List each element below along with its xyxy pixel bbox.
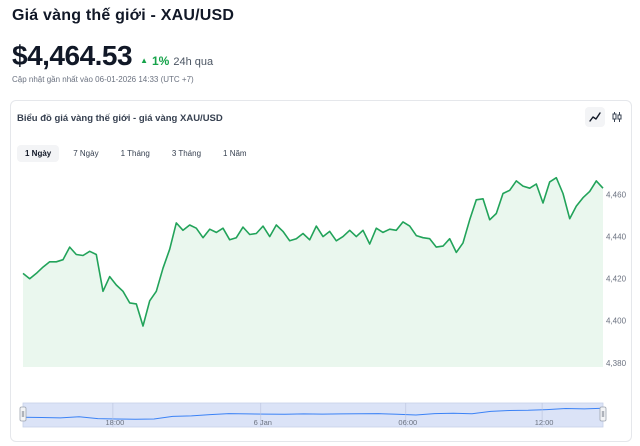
line-mode-button[interactable] (585, 107, 605, 127)
price-row: $4,464.53 ▲ 1% 24h qua (12, 40, 213, 72)
candlestick-mode-button[interactable] (607, 107, 627, 127)
price-area (23, 177, 603, 367)
last-updated: Cập nhật gần nhất vào 06-01-2026 14:33 (… (12, 75, 194, 84)
line-chart-icon (589, 112, 601, 122)
range-navigator[interactable]: 18:00 6 Jan 06:00 12:00 (19, 402, 607, 428)
tab-7-days[interactable]: 7 Ngày (73, 149, 99, 158)
y-axis: 4,460 4,440 4,420 4,400 4,380 (606, 191, 627, 368)
navigator-x-label: 12:00 (535, 418, 554, 427)
y-tick-label: 4,380 (606, 359, 627, 368)
navigator-x-label: 18:00 (106, 418, 125, 427)
range-tabs: 1 Ngày 7 Ngày 1 Tháng 3 Tháng 1 Năm (17, 145, 255, 162)
current-price: $4,464.53 (12, 40, 133, 71)
change-period: 24h qua (173, 56, 214, 68)
navigator-x-label: 06:00 (398, 418, 417, 427)
y-tick-label: 4,420 (606, 275, 627, 284)
price-line (22, 176, 604, 327)
change-percent: 1% (152, 54, 170, 68)
navigator-x-label: 6 Jan (254, 418, 272, 427)
y-tick-label: 4,460 (606, 191, 627, 200)
y-tick-label: 4,400 (606, 317, 627, 326)
navigator-selection (22, 402, 604, 428)
page-title: Giá vàng thế giới - XAU/USD (12, 7, 235, 24)
navigator-line (22, 407, 604, 420)
price-chart: 4,460 4,440 4,420 4,400 4,380 18:00 6 Jan 06:0… (19, 176, 627, 428)
tab-3-months[interactable]: 3 Tháng (171, 149, 202, 158)
price-change: ▲ 1% (140, 54, 169, 68)
tab-1-year[interactable]: 1 Năm (223, 149, 247, 158)
candlestick-icon (612, 112, 622, 122)
chart-mode-toggle (585, 107, 627, 127)
plot-area (22, 176, 604, 367)
chart-card: Biểu đồ giá vàng thế giới - giá vàng XAU… (10, 100, 632, 442)
navigator-right-handle[interactable] (599, 406, 607, 422)
y-tick-label: 4,440 (606, 233, 627, 242)
navigator-left-handle[interactable] (19, 406, 27, 422)
chart-title: Biểu đồ giá vàng thế giới - giá vàng XAU… (17, 113, 223, 124)
tab-1-month[interactable]: 1 Tháng (120, 149, 150, 158)
triangle-up-icon: ▲ (140, 56, 148, 65)
tab-1-day[interactable]: 1 Ngày (17, 145, 60, 162)
